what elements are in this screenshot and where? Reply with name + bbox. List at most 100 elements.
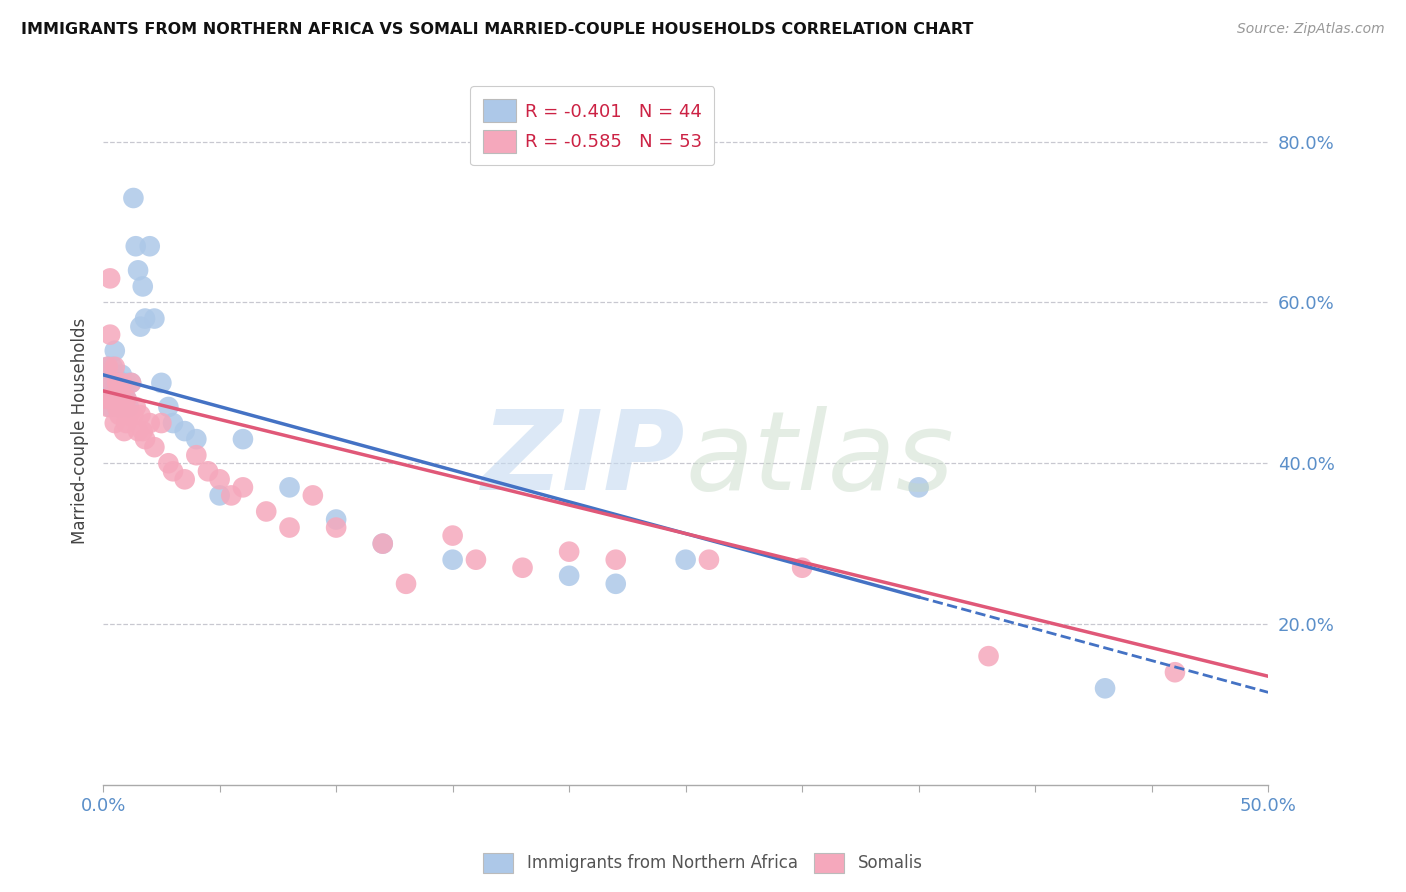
- Point: [112, 424, 135, 438]
- Point: [105, 400, 128, 414]
- Point: [441, 552, 464, 566]
- Point: [111, 392, 134, 406]
- Point: [98, 400, 121, 414]
- Point: [150, 416, 173, 430]
- Point: [441, 528, 464, 542]
- Text: ZIP: ZIP: [482, 406, 686, 513]
- Point: [371, 536, 394, 550]
- Point: [122, 191, 145, 205]
- Point: [173, 472, 195, 486]
- Point: [111, 400, 134, 414]
- Point: [395, 576, 418, 591]
- Point: [105, 376, 128, 390]
- Point: [108, 392, 131, 406]
- Point: [97, 359, 120, 374]
- Point: [115, 376, 138, 390]
- Point: [112, 400, 135, 414]
- Point: [157, 456, 180, 470]
- Point: [132, 279, 155, 293]
- Point: [94, 392, 117, 406]
- Point: [371, 536, 394, 550]
- Point: [97, 359, 120, 374]
- Point: [278, 480, 301, 494]
- Point: [675, 552, 697, 566]
- Point: [219, 488, 242, 502]
- Point: [101, 384, 124, 398]
- Point: [101, 392, 124, 406]
- Point: [325, 520, 347, 534]
- Point: [232, 480, 254, 494]
- Point: [558, 544, 581, 558]
- Point: [605, 552, 627, 566]
- Point: [104, 416, 127, 430]
- Point: [118, 408, 141, 422]
- Point: [120, 376, 142, 390]
- Point: [325, 512, 347, 526]
- Point: [104, 368, 127, 382]
- Point: [143, 311, 166, 326]
- Text: Source: ZipAtlas.com: Source: ZipAtlas.com: [1237, 22, 1385, 37]
- Point: [129, 408, 152, 422]
- Point: [254, 504, 277, 518]
- Point: [1094, 681, 1116, 696]
- Point: [138, 239, 160, 253]
- Point: [208, 472, 231, 486]
- Point: [697, 552, 720, 566]
- Point: [111, 376, 134, 390]
- Point: [792, 560, 814, 574]
- Point: [111, 368, 134, 382]
- Point: [125, 239, 148, 253]
- Point: [186, 448, 208, 462]
- Point: [104, 343, 127, 358]
- Point: [132, 424, 155, 438]
- Point: [127, 263, 149, 277]
- Point: [232, 432, 254, 446]
- Point: [108, 408, 131, 422]
- Point: [101, 359, 124, 374]
- Point: [605, 576, 627, 591]
- Point: [162, 416, 184, 430]
- Point: [101, 376, 124, 390]
- Point: [1164, 665, 1187, 680]
- Point: [125, 400, 148, 414]
- Point: [157, 400, 180, 414]
- Point: [122, 408, 145, 422]
- Legend: Immigrants from Northern Africa, Somalis: Immigrants from Northern Africa, Somalis: [477, 847, 929, 880]
- Point: [104, 359, 127, 374]
- Point: [108, 376, 131, 390]
- Point: [98, 376, 121, 390]
- Text: IMMIGRANTS FROM NORTHERN AFRICA VS SOMALI MARRIED-COUPLE HOUSEHOLDS CORRELATION : IMMIGRANTS FROM NORTHERN AFRICA VS SOMAL…: [21, 22, 973, 37]
- Point: [134, 311, 156, 326]
- Point: [162, 464, 184, 478]
- Point: [112, 384, 135, 398]
- Point: [115, 392, 138, 406]
- Point: [97, 400, 120, 414]
- Point: [134, 432, 156, 446]
- Point: [98, 327, 121, 342]
- Point: [105, 384, 128, 398]
- Legend: R = -0.401   N = 44, R = -0.585   N = 53: R = -0.401 N = 44, R = -0.585 N = 53: [471, 87, 714, 165]
- Point: [120, 376, 142, 390]
- Point: [143, 440, 166, 454]
- Point: [977, 649, 1000, 664]
- Point: [94, 376, 117, 390]
- Point: [186, 432, 208, 446]
- Point: [301, 488, 323, 502]
- Point: [129, 319, 152, 334]
- Point: [105, 400, 128, 414]
- Point: [97, 392, 120, 406]
- Point: [907, 480, 929, 494]
- Text: atlas: atlas: [686, 406, 955, 513]
- Point: [138, 416, 160, 430]
- Point: [278, 520, 301, 534]
- Point: [197, 464, 219, 478]
- Point: [108, 384, 131, 398]
- Point: [465, 552, 488, 566]
- Point: [98, 271, 121, 285]
- Point: [115, 416, 138, 430]
- Point: [173, 424, 195, 438]
- Y-axis label: Married-couple Households: Married-couple Households: [72, 318, 89, 544]
- Point: [150, 376, 173, 390]
- Point: [118, 400, 141, 414]
- Point: [127, 424, 149, 438]
